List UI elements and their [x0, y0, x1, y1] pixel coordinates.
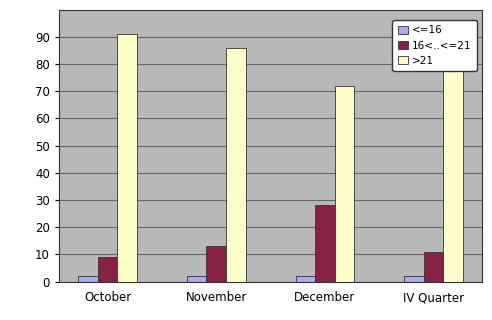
Bar [335, 86, 354, 282]
Bar [226, 48, 246, 282]
Bar [207, 246, 226, 282]
Bar [404, 276, 424, 282]
Bar [424, 252, 443, 282]
Bar [187, 276, 207, 282]
Bar [118, 34, 137, 282]
Bar [78, 276, 98, 282]
Bar [296, 276, 315, 282]
Bar [315, 205, 335, 282]
Bar [443, 39, 463, 282]
Legend: <=16, 16<..<=21, >21: <=16, 16<..<=21, >21 [393, 20, 477, 71]
Bar [98, 257, 118, 282]
